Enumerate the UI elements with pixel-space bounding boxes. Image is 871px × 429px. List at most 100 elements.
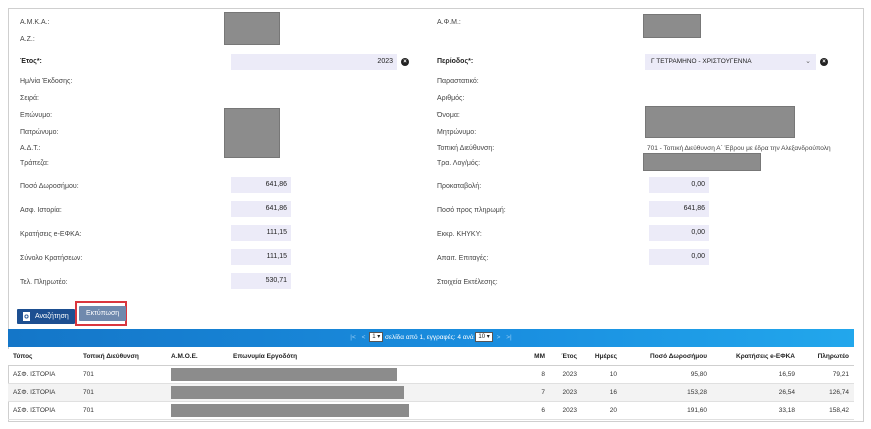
col-header-poso[interactable]: Ποσό Δωροσήμου bbox=[622, 349, 712, 366]
col-header-imeres[interactable]: Ημέρες bbox=[582, 349, 622, 366]
periodos-select[interactable]: Γ ΤΕΤΡΑΜΗΝΟ - ΧΡΙΣΤΟΥΓΕΝΝΑ ⌄ bbox=[645, 54, 816, 70]
cell-mm: 8 bbox=[520, 365, 550, 384]
prokatavoli-value: 0,00 bbox=[649, 177, 709, 193]
employer-redacted bbox=[171, 367, 397, 381]
cell-etos: 2023 bbox=[550, 383, 582, 402]
results-table: Τύπος Τοπική Διεύθυνση Α.Μ.Ο.Ε. Επωνυμία… bbox=[8, 349, 854, 420]
seira-label: Σειρά: bbox=[20, 95, 39, 102]
cell-imeres: 16 bbox=[582, 383, 622, 402]
ekkr-khyky-value: 0,00 bbox=[649, 225, 709, 241]
synolo-label: Σύνολο Κρατήσεων: bbox=[20, 255, 83, 262]
cell-etos: 2023 bbox=[550, 401, 582, 420]
cell-employer-redacted bbox=[166, 365, 520, 384]
cell-pliroteo: 79,21 bbox=[800, 365, 854, 384]
cell-topiki: 701 bbox=[78, 383, 166, 402]
az-label: Α.Ζ.: bbox=[20, 36, 35, 43]
close-circle-icon[interactable]: × bbox=[401, 58, 409, 66]
topiki-label: Τοπική Διεύθυνση: bbox=[437, 145, 495, 152]
pager-next-button[interactable]: > bbox=[496, 334, 501, 341]
ekkr-khyky-label: Εκκρ. ΚΗΥΚΥ: bbox=[437, 231, 482, 238]
amka-redacted bbox=[224, 12, 280, 45]
cell-pliroteo: 158,42 bbox=[800, 401, 854, 420]
cell-mm: 6 bbox=[520, 401, 550, 420]
tel-plirotio-label: Τελ. Πληρωτέο: bbox=[20, 279, 68, 286]
pager-first-button[interactable]: |< bbox=[350, 334, 356, 341]
employer-redacted bbox=[171, 403, 409, 417]
close-circle-icon[interactable]: × bbox=[820, 58, 828, 66]
stoixeia-label: Στοιχεία Εκτέλεσης: bbox=[437, 279, 498, 286]
cell-employer-redacted bbox=[166, 383, 520, 402]
col-header-topiki[interactable]: Τοπική Διεύθυνση bbox=[78, 349, 166, 366]
pager-text: σελίδα από 1, εγγραφές: 4 ανά bbox=[385, 334, 474, 341]
search-doc-icon bbox=[23, 312, 30, 321]
cell-pliroteo: 126,74 bbox=[800, 383, 854, 402]
periodos-label: Περίοδος*: bbox=[437, 58, 474, 65]
chevron-down-icon: ⌄ bbox=[805, 58, 811, 65]
patronymo-label: Πατρώνυμο: bbox=[20, 129, 59, 136]
col-header-pliroteo[interactable]: Πληρωτέο bbox=[800, 349, 854, 366]
mitronymo-label: Μητρώνυμο: bbox=[437, 129, 477, 136]
search-button[interactable]: Αναζήτηση bbox=[17, 309, 75, 324]
print-button[interactable]: Εκτύπωση bbox=[79, 306, 127, 321]
col-header-amoe[interactable]: Α.Μ.Ο.Ε. bbox=[166, 349, 228, 366]
cell-imeres: 20 bbox=[582, 401, 622, 420]
per-page-select[interactable]: 10 ▾ bbox=[475, 332, 493, 343]
col-header-kratiseis[interactable]: Κρατήσεις e-ΕΦΚΑ bbox=[712, 349, 800, 366]
cell-kratiseis: 26,54 bbox=[712, 383, 800, 402]
cell-typos: ΑΣΦ. ΙΣΤΟΡΙΑ bbox=[8, 365, 78, 384]
pager-prev-button[interactable]: < bbox=[361, 334, 366, 341]
asf-istoria-value: 641,86 bbox=[231, 201, 291, 217]
trapeza-label: Τράπεζα: bbox=[20, 160, 49, 167]
pager-last-button[interactable]: >| bbox=[506, 334, 512, 341]
cell-topiki: 701 bbox=[78, 365, 166, 384]
poso-dorosimou-label: Ποσό Δωροσήμου: bbox=[20, 183, 79, 190]
col-header-eponymia[interactable]: Επωνυμία Εργοδότη bbox=[228, 349, 520, 366]
prokatavoli-label: Προκαταβολή: bbox=[437, 183, 482, 190]
name-redacted bbox=[224, 108, 280, 158]
asf-istoria-label: Ασφ. Ιστορία: bbox=[20, 207, 62, 214]
poso-dorosimou-value: 641,86 bbox=[231, 177, 291, 193]
etos-label: Έτος*: bbox=[20, 58, 42, 65]
cell-poso: 153,28 bbox=[622, 383, 712, 402]
poso-pliromi-label: Ποσό προς πληρωμή: bbox=[437, 207, 506, 214]
cell-kratiseis: 33,18 bbox=[712, 401, 800, 420]
cell-poso: 191,60 bbox=[622, 401, 712, 420]
account-redacted bbox=[643, 153, 761, 171]
arithmos-label: Αριθμός: bbox=[437, 95, 465, 102]
search-button-label: Αναζήτηση bbox=[35, 313, 69, 320]
cell-kratiseis: 16,59 bbox=[712, 365, 800, 384]
page-select[interactable]: 1 ▾ bbox=[369, 332, 384, 343]
per-page-value: 10 bbox=[478, 334, 486, 341]
hm-ekdosis-label: Ημ/νία Έκδοσης: bbox=[20, 78, 73, 85]
cell-typos: ΑΣΦ. ΙΣΤΟΡΙΑ bbox=[8, 401, 78, 420]
table-row[interactable]: ΑΣΦ. ΙΣΤΟΡΙΑ 701 6 2023 20 191,60 33,18 … bbox=[8, 401, 854, 420]
kratiseis-label: Κρατήσεις e-ΕΦΚΑ: bbox=[20, 231, 82, 238]
onoma-label: Όνομα: bbox=[437, 112, 460, 119]
employer-redacted bbox=[171, 385, 404, 399]
pager-bar: |< < 1 ▾ σελίδα από 1, εγγραφές: 4 ανά 1… bbox=[8, 329, 854, 347]
afm-redacted bbox=[643, 14, 701, 38]
synolo-value: 111,15 bbox=[231, 249, 291, 265]
cell-mm: 7 bbox=[520, 383, 550, 402]
page-select-value: 1 bbox=[372, 334, 376, 341]
cell-employer-redacted bbox=[166, 401, 520, 420]
kratiseis-value: 111,15 bbox=[231, 225, 291, 241]
table-row[interactable]: ΑΣΦ. ΙΣΤΟΡΙΑ 701 7 2023 16 153,28 26,54 … bbox=[8, 383, 854, 402]
eponymo-label: Επώνυμο: bbox=[20, 112, 53, 119]
cell-imeres: 10 bbox=[582, 365, 622, 384]
table-header-row: Τύπος Τοπική Διεύθυνση Α.Μ.Ο.Ε. Επωνυμία… bbox=[8, 349, 854, 366]
apaitisi-label: Απαιτ. Επιταγές: bbox=[437, 255, 489, 262]
amka-label: Α.Μ.Κ.Α.: bbox=[20, 19, 50, 26]
cell-typos: ΑΣΦ. ΙΣΤΟΡΙΑ bbox=[8, 383, 78, 402]
cell-poso: 95,80 bbox=[622, 365, 712, 384]
table-row[interactable]: ΑΣΦ. ΙΣΤΟΡΙΑ 701 8 2023 10 95,80 16,59 7… bbox=[8, 365, 854, 384]
etos-input[interactable]: 2023 bbox=[231, 54, 397, 70]
adt-label: Α.Δ.Τ.: bbox=[20, 145, 41, 152]
apaitisi-value: 0,00 bbox=[649, 249, 709, 265]
tra-logariasmos-label: Τρα. Λογ/μός: bbox=[437, 160, 481, 167]
col-header-typos[interactable]: Τύπος bbox=[8, 349, 78, 366]
col-header-mm[interactable]: ΜΜ bbox=[520, 349, 550, 366]
onoma-redacted bbox=[645, 106, 795, 138]
parastatiko-label: Παραστατικό: bbox=[437, 78, 479, 85]
col-header-etos[interactable]: Έτος bbox=[550, 349, 582, 366]
